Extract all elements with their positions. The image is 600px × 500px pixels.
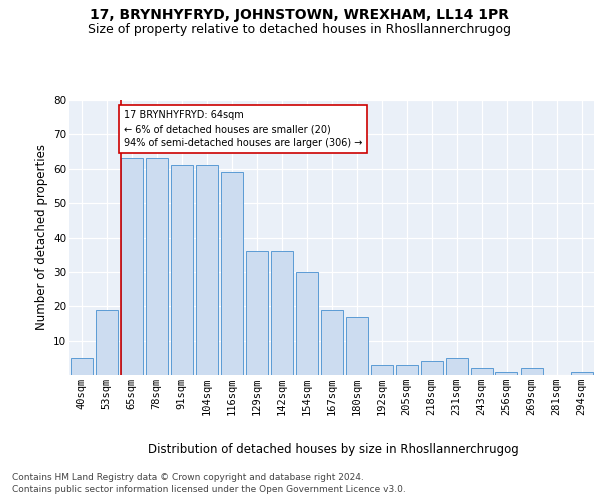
Text: Contains public sector information licensed under the Open Government Licence v3: Contains public sector information licen… <box>12 485 406 494</box>
Bar <box>320 310 343 375</box>
Bar <box>271 251 293 375</box>
Bar <box>71 358 92 375</box>
Y-axis label: Number of detached properties: Number of detached properties <box>35 144 47 330</box>
Text: Size of property relative to detached houses in Rhosllannerchrugog: Size of property relative to detached ho… <box>89 22 511 36</box>
Bar <box>421 361 443 375</box>
Text: 17, BRYNHYFRYD, JOHNSTOWN, WREXHAM, LL14 1PR: 17, BRYNHYFRYD, JOHNSTOWN, WREXHAM, LL14… <box>91 8 509 22</box>
Bar <box>371 364 392 375</box>
Bar <box>296 272 317 375</box>
Text: Distribution of detached houses by size in Rhosllannerchrugog: Distribution of detached houses by size … <box>148 442 518 456</box>
Bar <box>521 368 542 375</box>
Bar <box>95 310 118 375</box>
Bar <box>196 166 218 375</box>
Bar <box>146 158 167 375</box>
Bar <box>170 166 193 375</box>
Bar <box>121 158 143 375</box>
Bar <box>245 251 268 375</box>
Bar <box>470 368 493 375</box>
Text: 17 BRYNHYFRYD: 64sqm
← 6% of detached houses are smaller (20)
94% of semi-detach: 17 BRYNHYFRYD: 64sqm ← 6% of detached ho… <box>124 110 362 148</box>
Bar <box>445 358 467 375</box>
Bar <box>496 372 517 375</box>
Text: Contains HM Land Registry data © Crown copyright and database right 2024.: Contains HM Land Registry data © Crown c… <box>12 472 364 482</box>
Bar <box>571 372 593 375</box>
Bar <box>395 364 418 375</box>
Bar <box>221 172 242 375</box>
Bar <box>346 316 367 375</box>
